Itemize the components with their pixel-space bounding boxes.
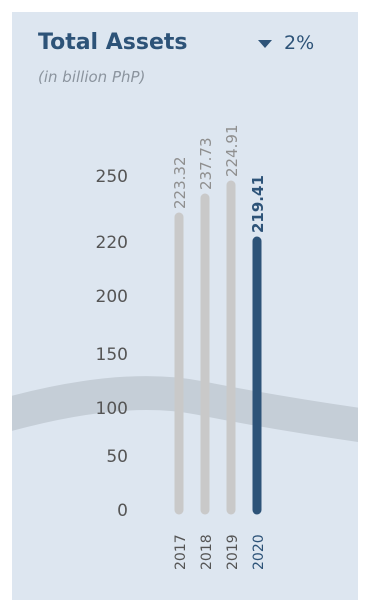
card-title: Total Assets bbox=[38, 30, 188, 55]
value-label: 223.32 bbox=[171, 157, 189, 210]
change-value: 2% bbox=[284, 32, 315, 54]
y-tick-label: 220 bbox=[96, 233, 128, 253]
y-tick-label: 150 bbox=[96, 345, 128, 365]
y-tick-label: 200 bbox=[96, 287, 128, 307]
x-tick-label: 2018 bbox=[199, 534, 215, 570]
assets-bar-chart: 0 50 100 150 200 220 250 223.32 2017 237.73 2018 22… bbox=[96, 125, 267, 571]
y-tick-label: 100 bbox=[96, 399, 128, 419]
unit-label: (in billion PhP) bbox=[38, 68, 146, 86]
value-label: 224.91 bbox=[223, 125, 241, 178]
x-tick-label: 2019 bbox=[225, 534, 241, 570]
total-assets-card: Total Assets 2% (in billion PhP) 0 50 100 1… bbox=[12, 12, 358, 600]
y-tick-label: 0 bbox=[117, 501, 128, 521]
y-tick-label: 250 bbox=[96, 167, 128, 187]
background-track-band bbox=[12, 376, 358, 443]
x-tick-label: 2017 bbox=[173, 534, 189, 570]
change-indicator: 2% bbox=[258, 32, 314, 54]
y-tick-label: 50 bbox=[106, 447, 128, 467]
caret-down-icon bbox=[258, 40, 272, 48]
x-tick-label: 2020 bbox=[251, 534, 267, 570]
value-label: 219.41 bbox=[249, 175, 267, 233]
value-label: 237.73 bbox=[197, 138, 215, 191]
